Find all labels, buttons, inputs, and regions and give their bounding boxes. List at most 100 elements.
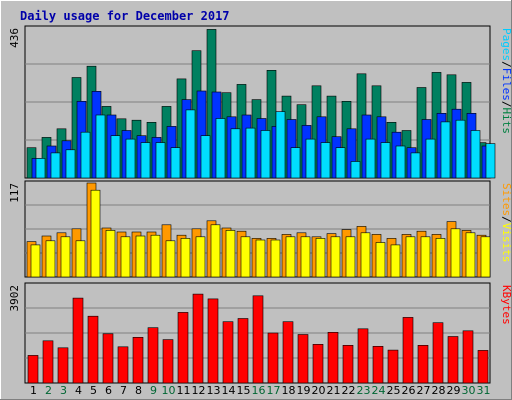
chart-title: Daily usage for December 2017 bbox=[20, 9, 230, 23]
bar-kbytes-day-19 bbox=[297, 334, 309, 384]
bar-kbytes-day-9 bbox=[147, 327, 159, 384]
bar-pages-day-26 bbox=[410, 152, 421, 179]
bar-pages-day-9 bbox=[155, 142, 166, 179]
panel-bottom-max-label: 3902 bbox=[8, 285, 21, 312]
day-label-6: 6 bbox=[105, 384, 112, 397]
bar-visits-day-14 bbox=[225, 230, 236, 278]
legend-visits: Visits bbox=[500, 223, 512, 263]
day-label-25: 25 bbox=[387, 384, 401, 397]
bar-pages-day-1 bbox=[35, 158, 46, 179]
panel-middle-legend: Sites/Visits bbox=[500, 183, 512, 263]
legend-sites: Sites bbox=[500, 183, 512, 216]
bar-visits-day-10 bbox=[165, 240, 176, 278]
day-label-5: 5 bbox=[90, 384, 97, 397]
bar-kbytes-day-29 bbox=[447, 336, 459, 384]
bar-pages-day-7 bbox=[125, 138, 136, 179]
bar-kbytes-day-2 bbox=[42, 340, 54, 384]
bar-visits-day-9 bbox=[150, 234, 161, 278]
bar-kbytes-day-6 bbox=[102, 333, 114, 384]
bar-pages-day-8 bbox=[140, 142, 151, 179]
bar-kbytes-day-23 bbox=[357, 328, 369, 384]
bar-visits-day-24 bbox=[375, 242, 386, 278]
bar-kbytes-day-10 bbox=[162, 339, 174, 384]
bar-pages-day-13 bbox=[215, 118, 226, 179]
bar-visits-day-31 bbox=[480, 236, 491, 278]
legend-pages: Pages bbox=[500, 28, 512, 61]
bar-pages-day-21 bbox=[335, 147, 346, 179]
bar-pages-day-3 bbox=[65, 149, 76, 179]
panel-top-max-label: 436 bbox=[8, 28, 21, 48]
day-label-1: 1 bbox=[30, 384, 37, 397]
day-label-26: 26 bbox=[402, 384, 416, 397]
day-labels: 1 2 3 4 5 6 7 8 9 10 11 12 13 14 15 16 17 18 19 20 21 22 23 24 2… bbox=[30, 384, 491, 397]
bar-pages-day-4 bbox=[80, 131, 91, 179]
bar-kbytes-day-15 bbox=[237, 318, 249, 384]
bar-visits-day-29 bbox=[450, 228, 461, 278]
bar-kbytes-day-18 bbox=[282, 321, 294, 384]
bar-kbytes-day-13 bbox=[207, 298, 219, 384]
day-label-9: 9 bbox=[150, 384, 157, 397]
day-label-18: 18 bbox=[282, 384, 296, 397]
legend-files: Files bbox=[500, 68, 512, 101]
day-label-16: 16 bbox=[252, 384, 266, 397]
day-label-12: 12 bbox=[192, 384, 206, 397]
bar-kbytes-day-14 bbox=[222, 321, 234, 384]
day-label-7: 7 bbox=[120, 384, 127, 397]
bar-kbytes-day-28 bbox=[432, 322, 444, 384]
day-label-2: 2 bbox=[45, 384, 52, 397]
bar-visits-day-2 bbox=[45, 240, 56, 278]
bar-visits-day-20 bbox=[315, 238, 326, 278]
day-label-20: 20 bbox=[312, 384, 326, 397]
bar-pages-day-12 bbox=[200, 135, 211, 179]
day-label-31: 31 bbox=[477, 384, 491, 397]
bar-visits-day-23 bbox=[360, 232, 371, 278]
day-label-15: 15 bbox=[237, 384, 251, 397]
day-label-24: 24 bbox=[372, 384, 386, 397]
bar-visits-day-18 bbox=[285, 236, 296, 278]
bar-pages-day-11 bbox=[185, 109, 196, 179]
bar-visits-day-7 bbox=[120, 236, 131, 278]
bar-kbytes-day-1 bbox=[27, 355, 39, 384]
bar-kbytes-day-8 bbox=[132, 336, 144, 384]
bar-kbytes-day-31 bbox=[477, 350, 489, 384]
bar-visits-day-15 bbox=[240, 236, 251, 278]
bar-pages-day-15 bbox=[245, 127, 256, 179]
bar-visits-day-12 bbox=[195, 236, 206, 278]
day-label-8: 8 bbox=[135, 384, 142, 397]
bar-visits-day-30 bbox=[465, 232, 476, 278]
bar-kbytes-day-20 bbox=[312, 343, 324, 384]
day-label-4: 4 bbox=[75, 384, 82, 397]
bar-visits-day-11 bbox=[180, 238, 191, 278]
bar-visits-day-1 bbox=[30, 244, 41, 278]
bar-pages-day-10 bbox=[170, 147, 181, 179]
legend-hits: Hits bbox=[500, 108, 512, 135]
bar-visits-day-6 bbox=[105, 230, 116, 278]
bar-pages-day-14 bbox=[230, 128, 241, 179]
day-label-28: 28 bbox=[432, 384, 446, 397]
day-label-27: 27 bbox=[417, 384, 431, 397]
bar-pages-day-19 bbox=[305, 138, 316, 179]
legend-kbytes: KBytes bbox=[500, 285, 512, 325]
day-label-22: 22 bbox=[342, 384, 356, 397]
bar-visits-day-3 bbox=[60, 236, 71, 278]
bar-visits-day-16 bbox=[255, 239, 266, 278]
bar-kbytes-day-27 bbox=[417, 344, 429, 384]
legend-separator: / bbox=[500, 101, 512, 108]
day-label-30: 30 bbox=[462, 384, 476, 397]
bar-kbytes-day-3 bbox=[57, 347, 69, 384]
day-label-29: 29 bbox=[447, 384, 461, 397]
bar-kbytes-day-25 bbox=[387, 349, 399, 384]
bar-visits-day-13 bbox=[210, 224, 221, 278]
bar-pages-day-18 bbox=[290, 147, 301, 179]
bar-visits-day-21 bbox=[330, 236, 341, 278]
panel-top-legend: Pages/Files/Hits bbox=[500, 28, 512, 134]
day-label-13: 13 bbox=[207, 384, 221, 397]
bar-pages-day-29 bbox=[455, 119, 466, 179]
bar-visits-day-4 bbox=[75, 240, 86, 278]
bar-pages-day-27 bbox=[425, 138, 436, 179]
bar-kbytes-day-11 bbox=[177, 312, 189, 384]
legend-separator: / bbox=[500, 61, 512, 68]
bar-pages-day-2 bbox=[50, 152, 61, 179]
